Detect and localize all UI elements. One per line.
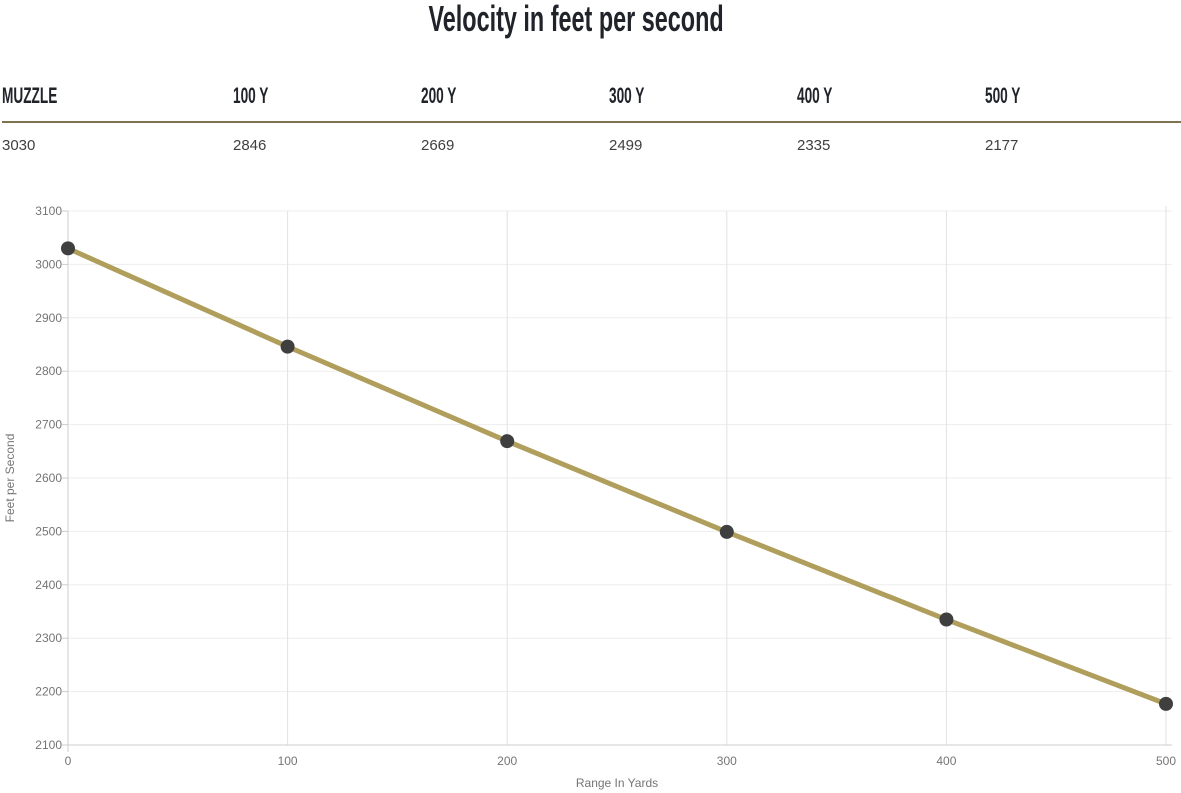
page-title-text: Velocity in feet per second [428,0,725,39]
page-title: Velocity in feet per second [0,0,1153,38]
y-tick-label: 2800 [35,364,62,378]
y-tick-label: 2500 [35,524,62,538]
x-tick-label: 300 [717,754,737,768]
col-header-100y: 100 Y [233,83,269,108]
value-300y: 2499 [609,137,643,154]
data-point[interactable] [1159,696,1173,711]
y-tick-label: 2700 [35,418,62,432]
chart-canvas[interactable]: 2100220023002400250026002700280029003000… [0,195,1181,793]
tick-labels: 2100220023002400250026002700280029003000… [35,204,1176,768]
data-point[interactable] [939,612,954,627]
data-point[interactable] [61,241,75,256]
velocity-line[interactable] [65,245,1169,707]
data-point[interactable] [719,524,734,539]
velocity-table: MUZZLE 100 Y 200 Y 300 Y 400 Y 500 Y 303… [0,83,1181,155]
x-axis-title: Range In Yards [576,776,658,790]
velocity-table-header-row: MUZZLE 100 Y 200 Y 300 Y 400 Y 500 Y [2,83,1181,123]
data-point[interactable] [280,339,295,354]
y-tick-label: 3000 [35,257,62,271]
value-200y: 2669 [421,137,455,154]
y-tick-label: 2600 [35,471,62,485]
col-header-300y: 300 Y [609,83,645,108]
col-header-200y: 200 Y [421,83,457,108]
y-tick-label: 2200 [35,685,62,699]
col-header-muzzle: MUZZLE [2,83,58,108]
tick-marks [62,210,69,752]
x-tick-label: 200 [497,754,517,768]
horizontal-gridlines [68,210,1172,693]
value-500y: 2177 [985,137,1019,154]
y-axis-title: Feet per Second [3,434,17,523]
x-tick-label: 0 [65,754,72,768]
col-header-500y: 500 Y [985,83,1021,108]
value-100y: 2846 [233,137,267,154]
y-tick-label: 2900 [35,311,62,325]
x-tick-label: 500 [1156,754,1176,768]
y-tick-label: 2400 [35,578,62,592]
col-header-400y: 400 Y [797,83,833,108]
y-tick-label: 3100 [35,204,62,218]
x-tick-label: 100 [278,754,298,768]
vertical-gridlines [287,206,1167,745]
velocity-table-value-row: 3030 2846 2669 2499 2335 2177 [2,123,1181,155]
y-tick-label: 2100 [35,738,62,752]
y-tick-label: 2300 [35,631,62,645]
x-tick-label: 400 [936,754,956,768]
value-400y: 2335 [797,137,831,154]
data-point[interactable] [500,434,515,449]
velocity-line-series[interactable] [61,241,1173,711]
value-muzzle: 3030 [2,137,36,154]
velocity-chart: 2100 2200 2300 2400 2500 2600 2700 2800 2900 3000… [0,195,1181,793]
